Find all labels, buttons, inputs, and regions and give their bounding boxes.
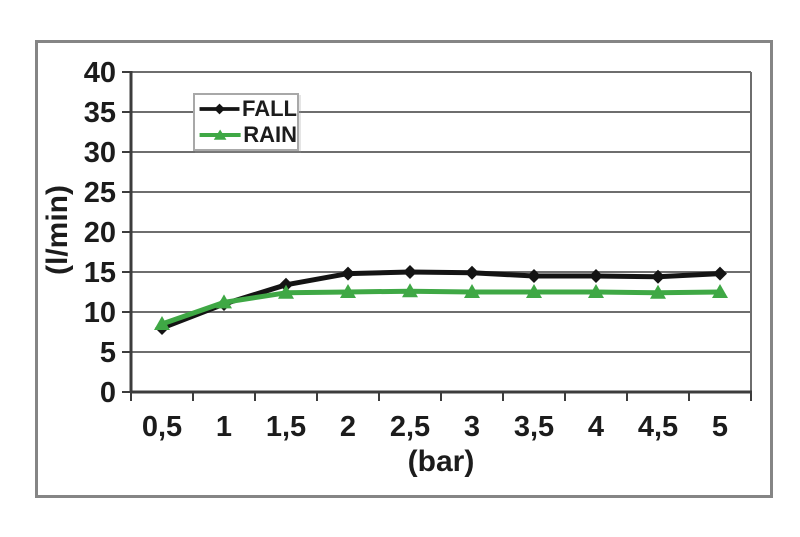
legend-item-rain: RAIN <box>198 122 297 147</box>
y-tick-label: 30 <box>84 137 116 169</box>
data-point-rain <box>278 284 294 299</box>
data-point-fall <box>651 269 665 284</box>
x-tick-label: 3,5 <box>514 411 554 443</box>
data-point-fall <box>341 266 355 281</box>
x-tick-label: 5 <box>712 411 728 443</box>
data-point-rain <box>464 284 480 298</box>
x-tick-label: 4 <box>588 411 604 443</box>
chart-frame: 0 5 10 15 20 25 30 35 40 0,5 1 1,5 2 2,5 3 3,5 4 4,5 5 FAL… <box>35 40 773 498</box>
y-tick-label: 5 <box>100 337 116 369</box>
data-point-rain <box>340 284 356 298</box>
fall-line-marker-icon <box>199 103 240 115</box>
x-axis-title: (bar) <box>407 445 475 478</box>
data-point-fall <box>713 266 727 281</box>
x-tick-label: 2 <box>340 411 356 443</box>
y-tick-label: 10 <box>84 297 116 329</box>
data-point-rain <box>216 294 232 309</box>
x-tick-label: 2,5 <box>390 411 430 443</box>
data-point-fall <box>527 269 541 283</box>
y-tick-label: 35 <box>84 97 116 129</box>
series-line-rain <box>159 288 723 327</box>
y-tick-label: 25 <box>84 177 116 209</box>
data-point-rain <box>154 316 170 330</box>
plot-svg: 0 5 10 15 20 25 30 35 40 0,5 1 1,5 2 2,5 3 3,5 4 4,5 5 <box>84 57 752 443</box>
x-tick-label: 3 <box>464 411 480 443</box>
series-line-fall <box>159 269 723 331</box>
data-point-fall <box>403 265 417 279</box>
x-tick-label: 4,5 <box>638 411 678 443</box>
legend-item-fall: FALL <box>198 96 297 121</box>
x-tick-label: 0,5 <box>142 411 182 443</box>
y-axis-title: (l/min) <box>41 185 74 275</box>
data-point-rain <box>712 284 728 298</box>
legend-label-fall: FALL <box>242 96 297 121</box>
data-point-rain <box>402 283 418 298</box>
data-point-rain <box>526 284 542 298</box>
data-point-fall <box>589 269 603 283</box>
y-tick-label: 40 <box>84 57 116 89</box>
x-tick-label: 1,5 <box>266 411 306 443</box>
legend-label-rain: RAIN <box>243 122 297 147</box>
y-tick-label: 15 <box>84 257 116 289</box>
data-point-fall <box>279 277 293 292</box>
data-point-rain <box>650 284 666 299</box>
y-tick-label: 20 <box>84 217 116 249</box>
legend-box: FALL RAIN <box>193 93 299 151</box>
data-point-fall <box>465 265 479 280</box>
rain-line-marker-icon <box>199 129 241 140</box>
x-tick-label: 1 <box>216 411 232 443</box>
data-point-rain <box>588 284 604 298</box>
y-tick-label: 0 <box>100 377 116 409</box>
